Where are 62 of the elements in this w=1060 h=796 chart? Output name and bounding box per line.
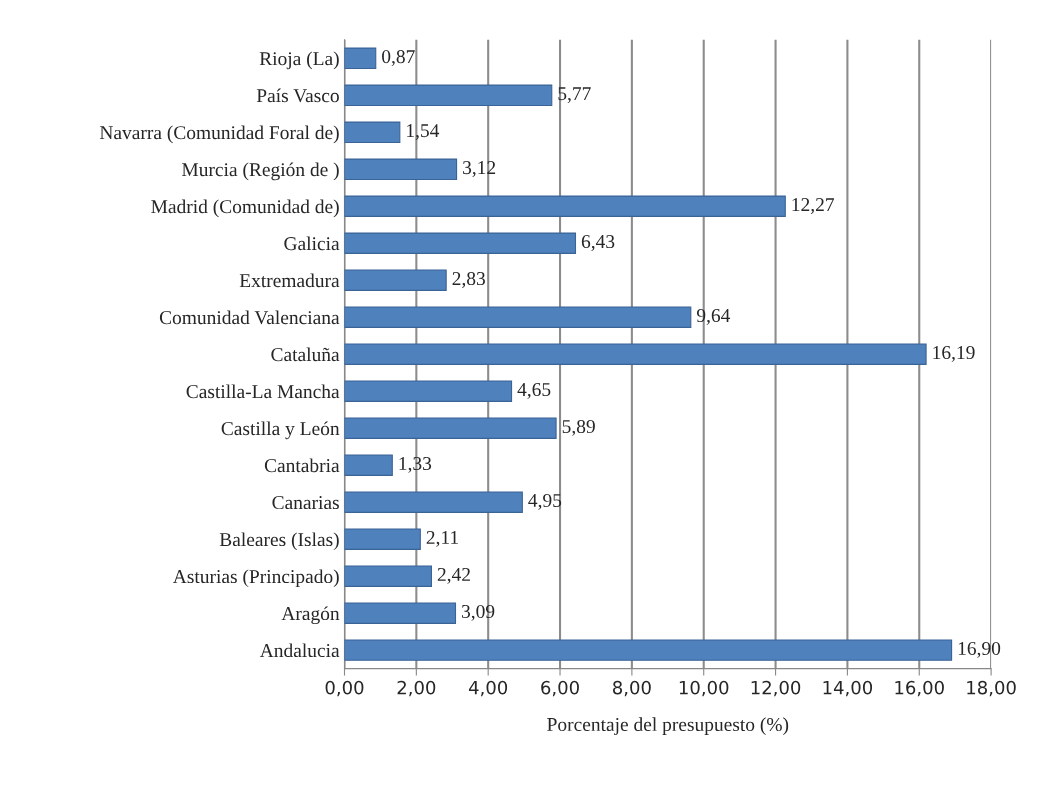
y-tick-label: Galicia xyxy=(284,236,340,251)
bar xyxy=(344,269,447,291)
bar xyxy=(344,491,523,513)
x-tick-label: 2,00 xyxy=(397,680,436,697)
data-label: 9,64 xyxy=(696,309,731,325)
y-tick-label: Baleares (Islas) xyxy=(219,532,339,551)
data-label: 5,89 xyxy=(562,419,595,436)
y-tick-label: Murcia (Región de ) xyxy=(181,162,339,181)
data-label: 4,65 xyxy=(517,383,551,399)
bar xyxy=(344,47,377,70)
bar xyxy=(344,565,432,587)
data-label: 16,19 xyxy=(933,346,975,362)
y-tick-label: Cantabria xyxy=(264,458,340,473)
x-tick-label: 8,00 xyxy=(613,680,651,697)
y-tick-label: País Vasco xyxy=(256,88,339,103)
data-label: 16,90 xyxy=(958,641,1001,658)
y-tick-label: Rioja (La) xyxy=(259,51,339,70)
y-tick-label: Extremadura xyxy=(239,273,340,288)
bar xyxy=(344,343,927,365)
x-axis-title: Porcentaje del presupuesto (%) xyxy=(547,717,789,735)
x-tick-label: 6,00 xyxy=(541,680,579,697)
data-label: 2,83 xyxy=(452,271,485,288)
data-label: 12,27 xyxy=(792,198,835,214)
y-tick-label: Cataluña xyxy=(271,347,340,362)
y-tick-label: Comunidad Valenciana xyxy=(159,310,340,325)
data-label: 3,09 xyxy=(461,604,495,621)
bar xyxy=(344,454,393,476)
data-label: 1,54 xyxy=(407,124,440,140)
x-tick-label: 0,00 xyxy=(325,680,364,697)
bar xyxy=(344,84,553,107)
data-label: 1,33 xyxy=(399,456,432,473)
y-tick-label: Canarias xyxy=(272,496,339,510)
bar xyxy=(344,195,786,217)
y-tick-label: Navarra (Comunidad Foral de) xyxy=(99,125,339,144)
x-tick-label: 14,00 xyxy=(823,680,873,697)
y-tick-label: Asturias (Principado) xyxy=(172,569,339,588)
x-tick-label: 16,00 xyxy=(895,680,944,697)
data-label: 2,11 xyxy=(426,530,458,547)
bar xyxy=(344,417,557,439)
bar xyxy=(344,639,953,661)
y-tick-label: Castilla y León xyxy=(221,421,340,440)
x-tick-label: 4,00 xyxy=(468,680,508,697)
y-tick-label: Aragón xyxy=(281,606,340,625)
x-tick-label: 12,00 xyxy=(751,680,801,697)
data-label: 4,95 xyxy=(528,493,562,510)
data-label: 3,12 xyxy=(463,161,496,177)
data-label: 2,42 xyxy=(437,567,470,584)
data-label: 5,77 xyxy=(558,87,591,103)
bar xyxy=(344,528,421,550)
bar xyxy=(344,158,458,180)
data-label: 0,87 xyxy=(382,50,415,66)
y-tick-label: Castilla-La Mancha xyxy=(186,384,340,399)
x-tick-label: 18,00 xyxy=(967,680,1016,697)
y-tick-label: Madrid (Comunidad de) xyxy=(151,199,339,218)
bar xyxy=(344,121,401,144)
bar xyxy=(344,232,577,254)
x-tick-label: 10,00 xyxy=(679,680,729,697)
bar xyxy=(344,602,457,624)
y-tick-label: Andalucia xyxy=(259,643,340,658)
data-label: 6,43 xyxy=(581,235,615,251)
bar xyxy=(344,306,692,328)
bar xyxy=(344,380,513,402)
